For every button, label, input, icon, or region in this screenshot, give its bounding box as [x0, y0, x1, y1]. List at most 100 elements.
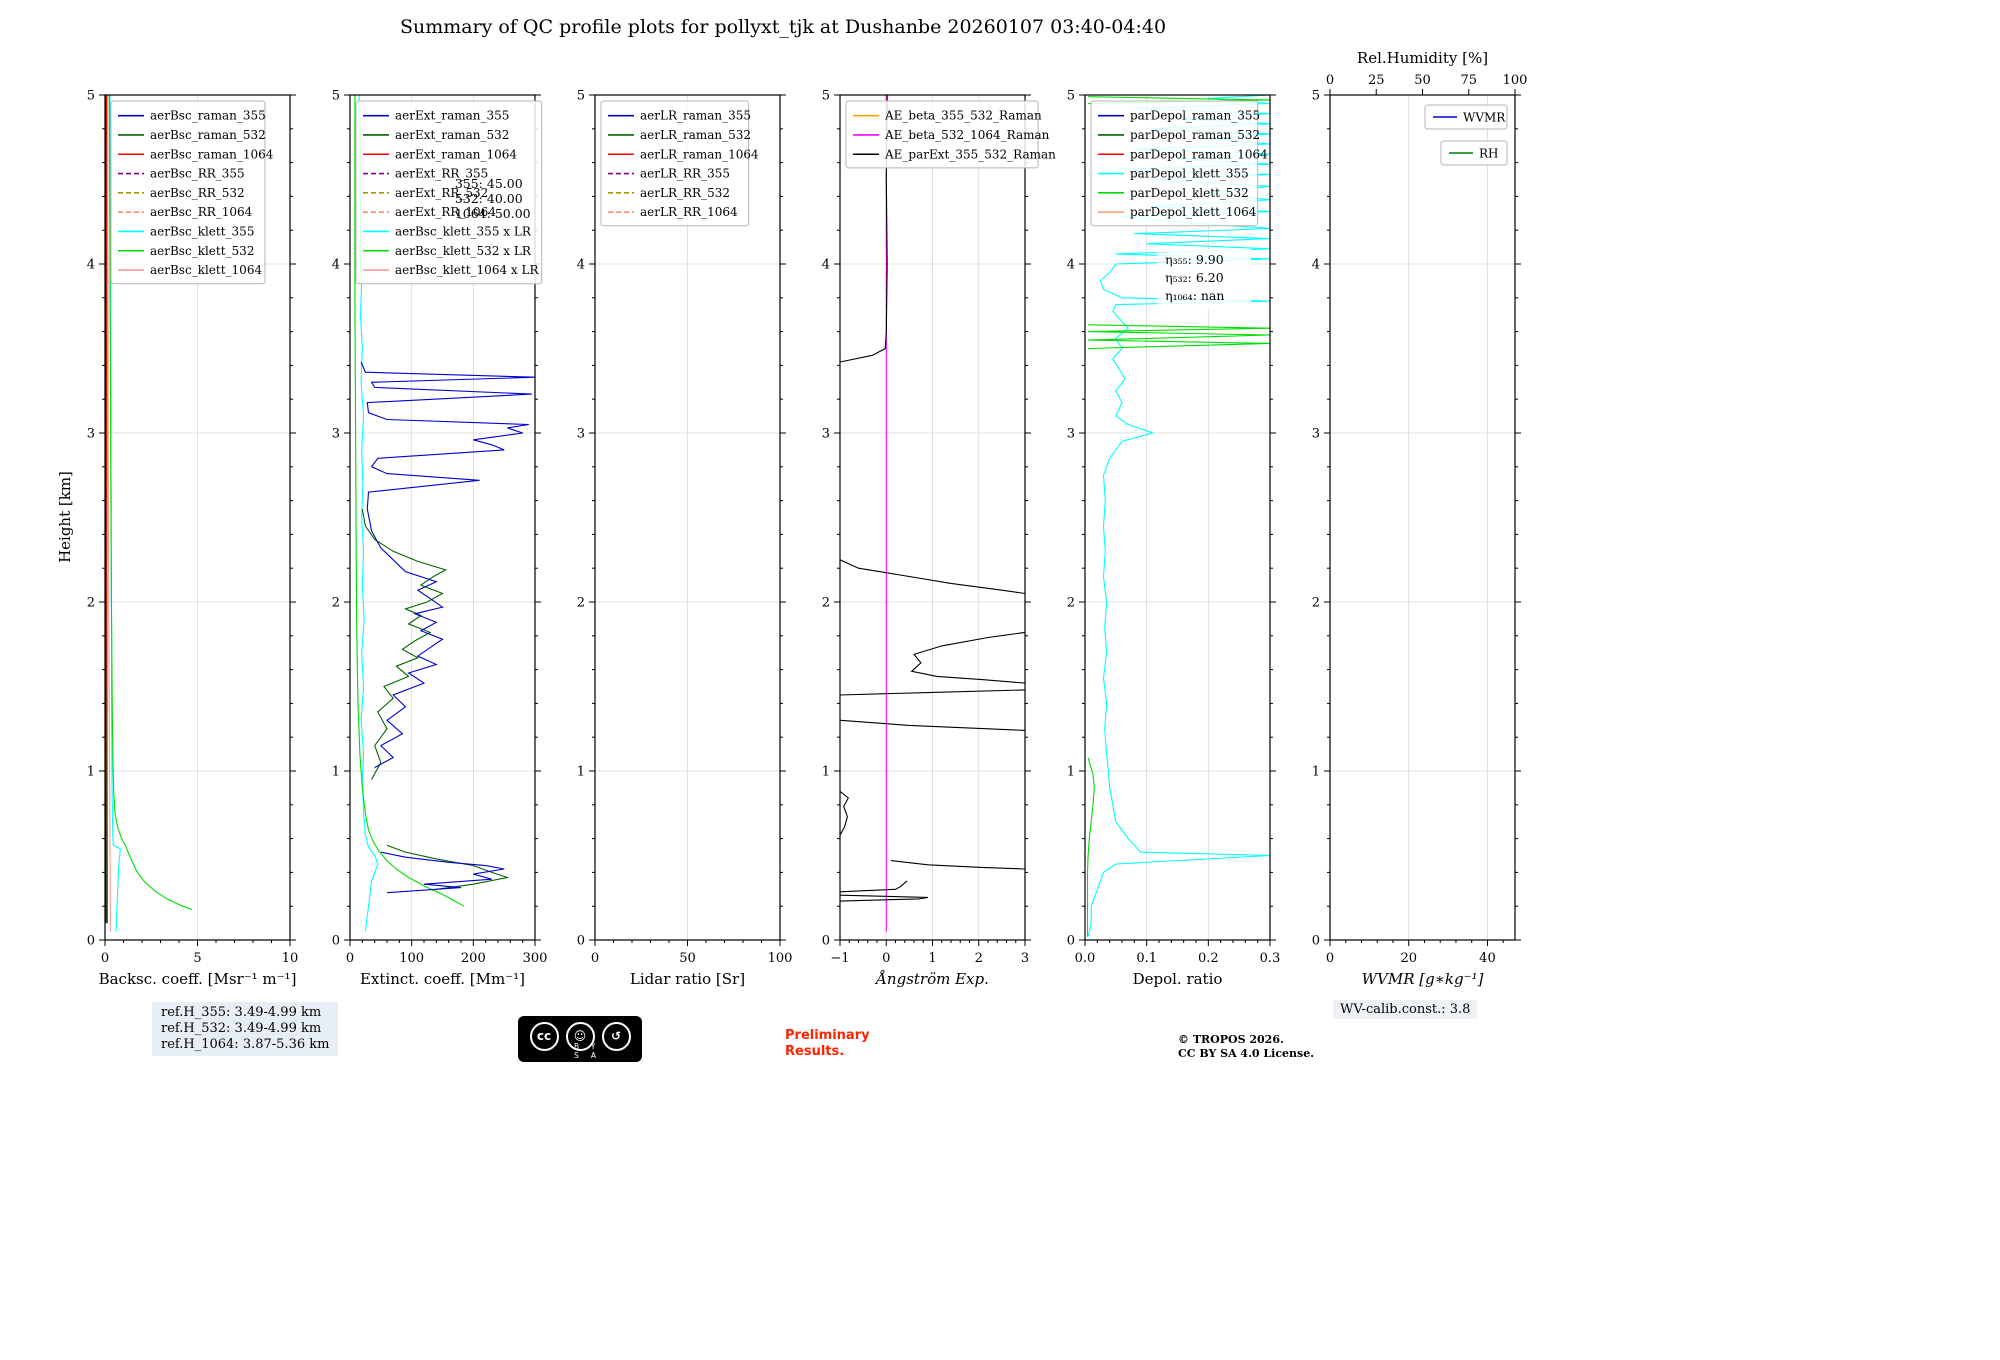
y-axis-label: Height [km] [56, 471, 74, 563]
top-tick-label: 75 [1460, 73, 1477, 88]
y-tick-label: 4 [332, 258, 340, 273]
legend-label: aerBsc_raman_355 [150, 109, 266, 123]
series-aerBsc_klett_1064 [107, 95, 112, 932]
x-tick-label: 300 [523, 951, 548, 966]
y-tick-label: 1 [87, 765, 95, 780]
series-AE_parExt_355_532_Raman [840, 95, 1025, 902]
axes-frame [349, 94, 536, 941]
legend-box [845, 100, 1039, 169]
reference-heights-box: ref.H_355: 3.49-4.99 km ref.H_532: 3.49-… [152, 1002, 339, 1056]
top-tick-label: 50 [1414, 73, 1431, 88]
panel-backscatter: 0 1 2 3 4 5 0 5 10 Backsc. coeff. [Msr⁻¹ m⁻¹] aerB… [87, 89, 299, 989]
y-tick-label: 5 [1067, 89, 1075, 104]
annotation: 1064: 50.00 [455, 206, 531, 221]
copyright-line-2: CC BY SA 4.0 License. [1178, 1047, 1315, 1061]
legend-label: aerLR_RR_532 [640, 186, 730, 200]
y-tick-label: 3 [1312, 427, 1320, 442]
x-tick-label: −1 [830, 951, 849, 966]
y-tick-label: 1 [1067, 765, 1075, 780]
x-axis-label: WVMR [g∗kg⁻¹] [1362, 970, 1484, 988]
legend-label: aerBsc_klett_1064 x LR [395, 263, 539, 277]
preliminary-line-2: Results. [785, 1044, 845, 1060]
series-aerExt_raman_355 [360, 361, 535, 894]
legend-label: aerBsc_klett_355 x LR [395, 224, 532, 238]
cc-icon: cc [529, 1021, 559, 1051]
y-tick-label: 1 [1312, 765, 1320, 780]
y-tick-label: 4 [822, 258, 830, 273]
y-tick-label: 4 [1312, 258, 1320, 273]
legend-label: aerBsc_RR_355 [150, 167, 245, 181]
legend-label: aerLR_RR_355 [640, 167, 730, 181]
x-tick-label: 2 [975, 951, 983, 966]
panel-extinction: 0 1 2 3 4 5 0 100 200 300 Extinct. coeff. [Mm⁻¹] ae… [332, 89, 548, 989]
legend-label: parDepol_klett_1064 [1130, 205, 1257, 219]
y-tick-label: 5 [1312, 89, 1320, 104]
x-tick-label: 0.1 [1136, 951, 1157, 966]
legend-label: parDepol_raman_1064 [1130, 147, 1268, 161]
x-tick-label: 50 [679, 951, 696, 966]
copyright-line-1: © TROPOS 2026. [1178, 1033, 1284, 1046]
y-tick-label: 2 [577, 596, 585, 611]
series-aerExt_raman_532 [361, 509, 510, 890]
x-tick-label: 20 [1400, 951, 1417, 966]
y-tick-label: 1 [577, 765, 585, 780]
legend-label: aerBsc_klett_532 [150, 244, 254, 258]
legend-label: aerBsc_RR_532 [150, 186, 245, 200]
y-tick-label: 4 [577, 258, 585, 273]
legend-label: aerLR_raman_355 [640, 109, 751, 123]
ref-h-532: ref.H_532: 3.49-4.99 km [161, 1020, 322, 1036]
legend-label: aerExt_raman_1064 [395, 147, 517, 161]
legend-label: parDepol_klett_355 [1130, 167, 1249, 181]
y-tick-label: 5 [332, 89, 340, 104]
legend-label: aerExt_RR_1064 [395, 205, 496, 219]
annotation: η₅₃₂: 6.20 [1165, 270, 1224, 285]
y-tick-label: 3 [87, 427, 95, 442]
y-tick-label: 5 [822, 89, 830, 104]
legend-label: AE_beta_355_532_Raman [884, 109, 1042, 123]
y-tick-label: 2 [87, 596, 95, 611]
legend-label: aerLR_RR_1064 [640, 205, 738, 219]
figure-title: Summary of QC profile plots for pollyxt_… [399, 16, 1167, 38]
x-tick-label: 0 [101, 951, 109, 966]
top-tick-label: 25 [1368, 73, 1385, 88]
legend-label: AE_parExt_355_532_Raman [884, 147, 1056, 161]
x-tick-label: 5 [193, 951, 201, 966]
y-tick-label: 0 [1067, 934, 1075, 949]
panel-depol: 0 1 2 3 4 5 0.0 0.1 0.2 0.3 Depol. ratio parDepol_r… [1067, 89, 1281, 989]
legend-box [355, 100, 543, 285]
legend-label: WVMR [1463, 111, 1506, 125]
legend-box [1424, 104, 1508, 130]
y-tick-label: 1 [332, 765, 340, 780]
legend-box [600, 100, 750, 227]
legend-label: RH [1479, 147, 1499, 161]
y-tick-label: 1 [822, 765, 830, 780]
y-tick-label: 0 [822, 934, 830, 949]
y-tick-label: 2 [1312, 596, 1320, 611]
copyright-note: © TROPOS 2026. CC BY SA 4.0 License. [1178, 1033, 1314, 1062]
x-tick-label: 100 [399, 951, 424, 966]
y-tick-label: 0 [1312, 934, 1320, 949]
legend-label: aerBsc_raman_1064 [150, 147, 274, 161]
annotation: η₃₅₅: 9.90 [1165, 252, 1224, 267]
y-tick-label: 3 [332, 427, 340, 442]
x-tick-label: 0.0 [1075, 951, 1096, 966]
legend-label: AE_beta_532_1064_Raman [884, 128, 1050, 142]
x-axis-label: Backsc. coeff. [Msr⁻¹ m⁻¹] [99, 970, 297, 988]
series-aerBsc_raman_1064 [106, 95, 108, 924]
x-axis-label: Ångström Exp. [874, 970, 989, 988]
legend-label: parDepol_klett_532 [1130, 186, 1249, 200]
legend-label: aerExt_raman_532 [395, 128, 509, 142]
legend-label: parDepol_raman_355 [1130, 109, 1260, 123]
y-tick-label: 5 [577, 89, 585, 104]
x-axis-label: Extinct. coeff. [Mm⁻¹] [360, 970, 525, 988]
legend-label: aerExt_RR_355 [395, 167, 488, 181]
series-aerBsc_klett_532_x_LR [354, 95, 465, 907]
x-tick-label: 0 [882, 951, 890, 966]
y-tick-label: 4 [1067, 258, 1075, 273]
legend-label: aerLR_raman_532 [640, 128, 751, 142]
legend-label: aerBsc_raman_532 [150, 128, 266, 142]
top-tick-label: 100 [1503, 73, 1528, 88]
legend-label: parDepol_raman_532 [1130, 128, 1260, 142]
annotation: 532: 40.00 [455, 191, 523, 206]
